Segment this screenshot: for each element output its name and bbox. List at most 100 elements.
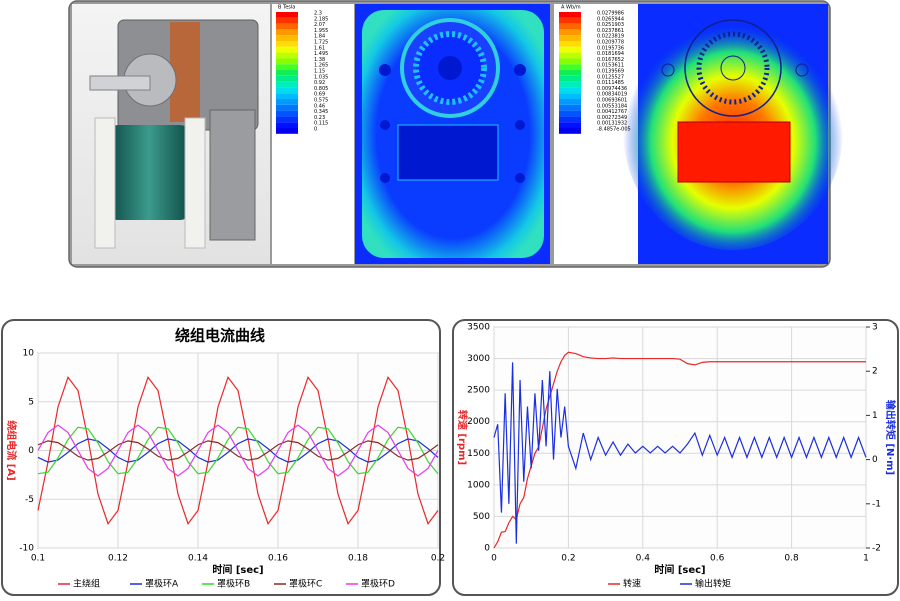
y2-tick-label: 1 [872,411,878,421]
x-tick-label: 0.6 [710,554,725,564]
legend-label: 罩极环D [361,578,395,590]
legend-label: 0.00553184 [597,103,627,109]
legend-label: 0.69 [314,92,325,98]
plot-area [493,326,867,549]
legend-label: 0.0153611 [597,63,624,69]
x-tick-label: 0.14 [188,554,208,564]
legend-label: 0.46 [314,103,325,109]
series-line [37,424,439,477]
color-swatch [559,12,581,18]
legend-label: 0.00131932 [597,121,627,127]
color-swatch [276,58,298,65]
legend-label: 0.0125527 [597,74,624,80]
color-swatch [276,64,298,70]
color-swatch [276,99,298,105]
series-line [37,426,439,475]
color-swatch [559,87,581,94]
y2-axis-label: 输出转矩 [N·m] [884,400,897,475]
legend-label: 0.0209778 [597,40,624,46]
color-swatch [276,17,298,24]
flux-density-plot [355,4,550,264]
color-swatch [559,23,581,30]
color-swatch [276,87,298,94]
legend-label: 转速 [623,578,641,590]
color-swatch [559,46,581,53]
y-tick-label: 2000 [467,417,490,427]
series-line [37,440,439,461]
color-swatch [559,99,581,105]
color-swatch [276,35,298,41]
legend-label: 0.0223819 [597,34,624,40]
y-tick-label: -5 [25,495,34,505]
x-tick-label: 0.2 [431,554,445,564]
legend-label: 0.0181694 [597,51,624,57]
y-tick-label: 500 [473,512,490,522]
color-swatch [559,75,581,82]
x-axis-label: 时间 [sec] [212,563,263,576]
legend-label: 1.15 [314,69,325,75]
legend-label: 1.61 [314,45,325,51]
color-swatch [276,29,298,36]
legend-label: 主绕组 [73,578,100,590]
y2-tick-label: 3 [872,323,878,333]
legend-label: 2.07 [314,22,325,28]
x-tick-label: 0.4 [636,554,651,564]
x-tick-label: 1 [863,554,869,564]
color-swatch [276,110,298,117]
color-swatch [559,70,581,76]
color-swatch [559,93,581,99]
legend-label: 1.495 [314,51,328,57]
y-tick-label: -10 [19,544,34,554]
y-tick-label: 0 [484,544,490,554]
legend-label: 0.0251903 [597,22,624,28]
legend-label: 0.00693601 [597,98,627,104]
y-tick-label: 0 [28,446,34,456]
color-swatch [559,81,581,88]
color-swatch [559,35,581,41]
y-axis-label: 绕组电流 [A] [5,420,18,480]
x-tick-label: 0.12 [108,554,128,564]
motor-photo [72,4,270,264]
y-tick-label: 10 [23,349,35,359]
series-line [37,438,439,463]
color-swatch [559,17,581,24]
legend-label: 1.035 [314,74,328,80]
color-swatch [559,122,581,128]
legend-label: 2.3 [314,11,322,17]
y2-tick-label: -2 [872,544,881,554]
color-swatch [276,104,298,111]
color-swatch [276,70,298,76]
y2-tick-label: 2 [872,367,878,377]
legend-label: 0.0167652 [597,57,624,63]
legend-label: 0.00834019 [597,92,627,98]
color-swatch [276,52,298,59]
legend-label: 0.00412767 [597,109,627,115]
color-swatch [276,93,298,99]
legend-label: 1.84 [314,34,325,40]
y-tick-label: 1000 [467,480,490,490]
legend-label: -8.4857e-005 [597,127,631,133]
color-swatch [559,104,581,111]
y-tick-label: 3000 [467,354,490,364]
color-swatch [276,41,298,47]
legend-label: 0.0111485 [597,80,624,86]
x-tick-label: 0.16 [268,554,288,564]
x-axis-label: 时间 [sec] [654,563,705,576]
chart-title: 绕组电流曲线 [175,327,265,345]
vector-potential-plot [623,4,843,264]
y-axis-label: 转速 [rpm] [456,410,469,465]
y-tick-label: 5 [28,397,34,407]
legend-label: 1.725 [314,40,328,46]
legend-label: 0.345 [314,109,328,115]
legend-label: 0.23 [314,115,325,121]
legend-label: 1.955 [314,28,328,34]
legend-label: 0.0139569 [597,69,624,75]
legend-label: 2.185 [314,16,328,22]
color-swatch [559,52,581,59]
legend-label: 罩极环C [289,578,322,590]
legend-label: 罩极环B [217,578,250,590]
color-swatch [559,128,581,134]
legend-label: 0.575 [314,98,328,104]
color-swatch [276,81,298,88]
